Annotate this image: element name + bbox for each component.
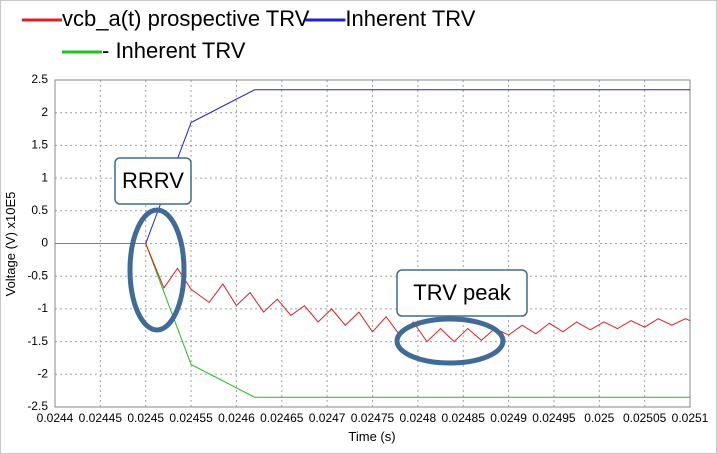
x-tick-label: 0.0244 <box>37 411 74 425</box>
legend-label: vcb_a(t) prospective TRV <box>62 6 310 31</box>
y-tick-label: -2.5 <box>27 399 48 413</box>
y-tick-label: -1.5 <box>27 334 48 348</box>
y-tick-label: 1 <box>41 170 48 184</box>
x-tick-label: 0.0246 <box>218 411 255 425</box>
x-tick-label: 0.02495 <box>532 411 576 425</box>
plot-area: 2.5 2 1.5 1 0.5 0 -0.5 -1 -1.5 -2 -2.50.0244 0.0244… <box>27 72 708 425</box>
x-tick-label: 0.0248 <box>400 411 437 425</box>
x-tick-label: 0.02445 <box>79 411 123 425</box>
x-tick-label: 0.02475 <box>351 411 395 425</box>
y-tick-label: 0.5 <box>31 203 48 217</box>
y-tick-label: 1.5 <box>31 138 48 152</box>
x-tick-label: 0.02485 <box>442 411 486 425</box>
annotation-box <box>396 269 528 317</box>
legend: vcb_a(t) prospective TRV Inherent TRV - In… <box>22 6 476 63</box>
highlight-ellipse <box>127 207 187 333</box>
y-tick-label: -0.5 <box>27 268 48 282</box>
y-tick-label: 2 <box>41 105 48 119</box>
y-tick-label: -1 <box>37 301 48 315</box>
x-tick-label: 0.0247 <box>309 411 346 425</box>
x-tick-label: 0.02505 <box>623 411 667 425</box>
legend-label: - Inherent TRV <box>102 38 246 63</box>
y-axis-label: Voltage (V) x10E5 <box>3 192 18 297</box>
series-line <box>145 243 691 343</box>
x-tick-label: 0.025 <box>584 411 614 425</box>
x-axis-label: Time (s) <box>348 429 395 444</box>
annotations: RRRV TRV peak <box>114 157 528 366</box>
y-tick-label: 0 <box>41 236 48 250</box>
x-tick-label: 0.0251 <box>672 411 709 425</box>
x-tick-label: 0.02465 <box>260 411 304 425</box>
annotation-label: RRRV <box>122 168 184 193</box>
annotation-box <box>114 157 192 205</box>
x-tick-label: 0.0245 <box>127 411 164 425</box>
y-tick-label: -2 <box>37 366 48 380</box>
series-line <box>55 243 690 398</box>
x-tick-label: 0.02455 <box>169 411 213 425</box>
legend-label: Inherent TRV <box>345 6 475 31</box>
highlight-ellipse <box>394 316 506 366</box>
y-tick-label: 2.5 <box>31 72 48 86</box>
annotation-label: TRV peak <box>413 280 511 305</box>
x-tick-label: 0.0249 <box>490 411 527 425</box>
